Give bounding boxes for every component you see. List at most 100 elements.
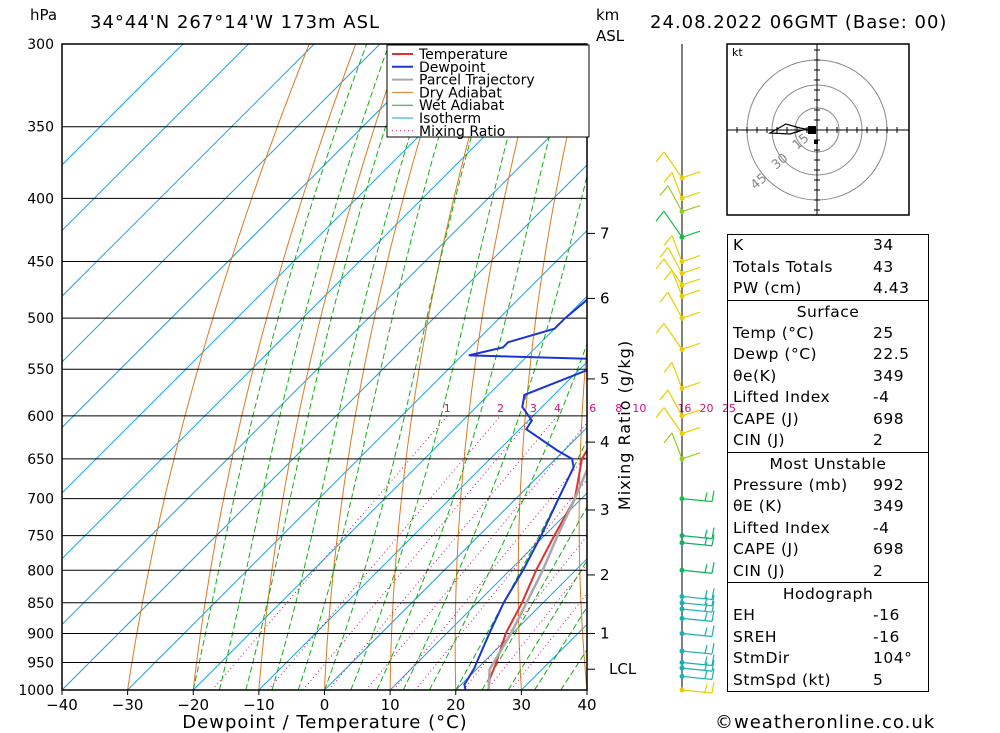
barb-shaft	[667, 185, 683, 212]
table-value: 2	[873, 431, 884, 449]
isotherm-line	[455, 558, 587, 690]
wind-barb	[679, 654, 715, 667]
barb-flag	[711, 610, 715, 622]
table-row: StmSpd (kt) 5	[728, 670, 928, 692]
barb-shaft	[681, 650, 713, 655]
isotherm-line	[62, 44, 381, 363]
barb-flag	[704, 590, 708, 599]
mixing-ratio-line	[328, 415, 558, 690]
legend-label: Isotherm	[419, 111, 481, 127]
barb-shaft	[663, 323, 683, 350]
datetime-title: 24.08.2022 06GMT (Base: 00)	[650, 12, 947, 33]
table-key: CAPE (J)	[733, 409, 800, 428]
table-row: Temp (°C) 25	[728, 323, 928, 345]
pressure-tick-label: 450	[27, 255, 54, 271]
table-row: Pressure (mb) 992	[728, 475, 928, 497]
table-row: CAPE (J) 698	[728, 539, 928, 561]
barb-shaft	[671, 269, 683, 297]
mixing-ratio-line	[365, 422, 587, 690]
barb-shaft	[681, 617, 713, 622]
table-value: 2	[873, 561, 884, 580]
wind-barb	[679, 610, 715, 622]
table-value: 698	[873, 540, 905, 558]
table-key: Lifted Index	[733, 518, 831, 537]
table-row: EH -16	[728, 605, 928, 627]
table-key: θe(K)	[733, 366, 777, 385]
dry-adiabat-line	[324, 44, 450, 690]
barb-flag	[704, 644, 708, 654]
barb-flag	[711, 534, 715, 546]
table-value: -16	[873, 606, 900, 624]
mixing-ratio-tick-label: 10	[632, 402, 646, 415]
table-value: 22.5	[873, 345, 910, 363]
wind-barb	[655, 258, 701, 288]
mixing-ratio-labels: 1 2 3 4 6 8 10 16 20 25	[444, 402, 736, 415]
wind-barb	[679, 527, 715, 540]
barb-dot	[679, 431, 685, 437]
table-row: Lifted Index -4	[728, 518, 928, 540]
barb-dot	[679, 687, 685, 693]
barb-shaft	[663, 407, 683, 434]
table-value: 34	[873, 236, 894, 254]
table-value: -4	[873, 518, 890, 537]
barb-flag	[659, 246, 669, 258]
barb-flag	[704, 492, 708, 501]
isotherm-line	[62, 44, 512, 494]
barb-flag	[704, 564, 708, 573]
barb-shaft	[681, 608, 713, 613]
pressure-tick-label: 550	[27, 362, 54, 378]
wind-barb	[679, 490, 715, 503]
barb-flag	[704, 627, 708, 636]
barb-flag	[711, 594, 715, 606]
table-row: CAPE (J) 698	[728, 409, 928, 431]
wind-barb	[679, 600, 715, 613]
wind-barb	[663, 362, 701, 391]
barb-flag	[704, 656, 708, 665]
table-value: 4.43	[873, 279, 910, 297]
mixing-ratio-line	[462, 535, 587, 690]
table-key: PW (cm)	[733, 279, 802, 297]
barb-dot	[679, 195, 685, 201]
wind-barb	[659, 389, 701, 419]
barb-flag	[663, 432, 673, 444]
km-tick-label: 4	[600, 433, 610, 451]
wind-barb	[659, 185, 701, 215]
wind-barb	[663, 269, 701, 299]
table-key: Dewp (°C)	[733, 345, 818, 363]
isotherm-line	[62, 44, 315, 297]
table-row: CIN (J) 2	[728, 430, 928, 452]
pressure-tick-label: 700	[27, 492, 54, 508]
pressure-unit-label: hPa	[30, 6, 57, 24]
axes: 3003504004505005506006507007508008509009…	[18, 37, 596, 714]
barb-shaft	[681, 254, 701, 263]
table-row: θe(K) 349	[728, 366, 928, 388]
barb-flag	[655, 322, 665, 334]
temperature-tick-label: 40	[577, 696, 596, 714]
table-value: 25	[873, 323, 894, 342]
barb-flag	[711, 600, 715, 613]
credit-text: ©weatheronline.co.uk	[715, 712, 935, 733]
wind-barb	[679, 659, 715, 672]
x-axis-title: Dewpoint / Temperature (°C)	[182, 712, 467, 733]
table-value: 5	[873, 670, 884, 689]
table-key: StmSpd (kt)	[733, 670, 832, 689]
barb-shaft	[681, 675, 713, 681]
wet-adiabat-line	[455, 438, 587, 690]
wind-barb	[679, 625, 715, 638]
isotherm-line	[127, 229, 587, 690]
barb-flag	[704, 670, 708, 679]
barb-flag	[711, 681, 715, 694]
wind-barb	[663, 432, 701, 462]
isotherm-line	[62, 98, 587, 626]
barb-shaft	[681, 311, 701, 319]
barb-shaft	[681, 342, 701, 350]
barb-shaft	[681, 191, 701, 199]
barb-dot	[679, 270, 685, 276]
table-value: 349	[873, 497, 905, 515]
pressure-tick-label: 900	[27, 626, 54, 642]
legend-label: Dewpoint	[419, 60, 486, 76]
barb-flag	[711, 562, 715, 574]
temperature-tick-label: 10	[381, 696, 400, 714]
